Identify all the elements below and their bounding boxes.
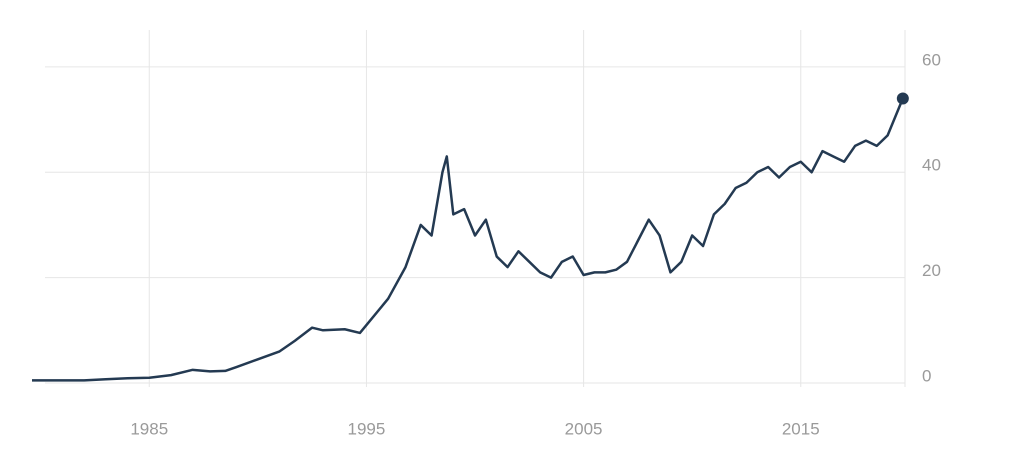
price-line [32,98,904,382]
y-tick-label: 40 [922,156,941,175]
y-tick-label: 0 [922,366,931,385]
end-marker [896,92,909,105]
x-tick-label: 2005 [565,419,603,438]
x-tick-label: 1995 [348,419,386,438]
x-tick-label: 1985 [130,419,168,438]
y-tick-label: 60 [922,50,941,69]
x-tick-label: 2015 [782,419,820,438]
y-tick-label: 20 [922,261,941,280]
